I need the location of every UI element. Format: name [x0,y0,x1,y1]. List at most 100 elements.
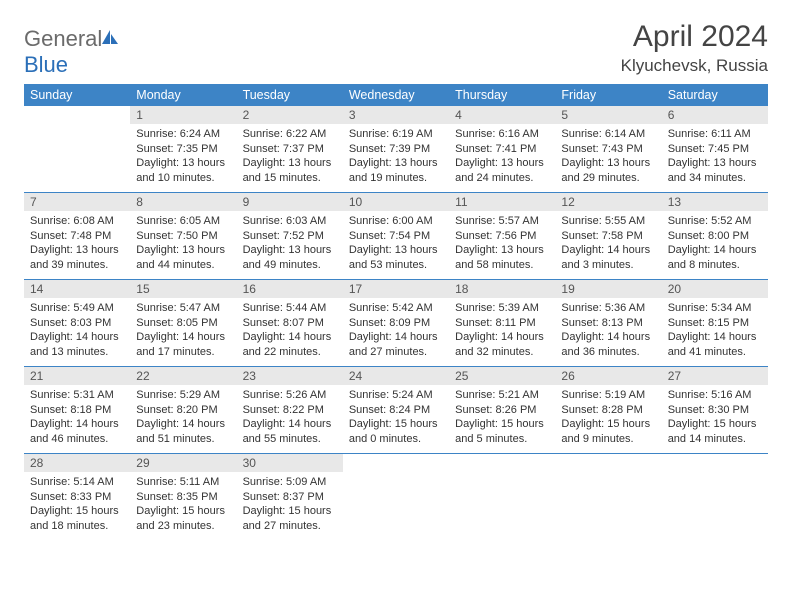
day-cell: 14Sunrise: 5:49 AMSunset: 8:03 PMDayligh… [24,280,130,367]
day-number: 21 [24,367,130,385]
day-details: Sunrise: 5:49 AMSunset: 8:03 PMDaylight:… [24,298,130,365]
week-row: 21Sunrise: 5:31 AMSunset: 8:18 PMDayligh… [24,367,768,454]
sunrise-line: Sunrise: 6:22 AM [243,127,337,142]
sunrise-line: Sunrise: 5:31 AM [30,388,124,403]
daylight-line: Daylight: 13 hours and 49 minutes. [243,243,337,272]
day-number [555,454,661,472]
day-cell [449,454,555,541]
sunrise-line: Sunrise: 5:55 AM [561,214,655,229]
sunset-line: Sunset: 8:33 PM [30,490,124,505]
day-cell: 16Sunrise: 5:44 AMSunset: 8:07 PMDayligh… [237,280,343,367]
sunset-line: Sunset: 8:13 PM [561,316,655,331]
sunset-line: Sunset: 8:28 PM [561,403,655,418]
day-details: Sunrise: 5:52 AMSunset: 8:00 PMDaylight:… [662,211,768,278]
logo-text: GeneralBlue [24,26,120,78]
day-details: Sunrise: 5:19 AMSunset: 8:28 PMDaylight:… [555,385,661,452]
sunrise-line: Sunrise: 6:03 AM [243,214,337,229]
week-row: 7Sunrise: 6:08 AMSunset: 7:48 PMDaylight… [24,193,768,280]
daylight-line: Daylight: 13 hours and 24 minutes. [455,156,549,185]
day-cell: 3Sunrise: 6:19 AMSunset: 7:39 PMDaylight… [343,106,449,193]
day-details: Sunrise: 6:19 AMSunset: 7:39 PMDaylight:… [343,124,449,191]
day-details: Sunrise: 5:21 AMSunset: 8:26 PMDaylight:… [449,385,555,452]
day-number: 25 [449,367,555,385]
day-number: 2 [237,106,343,124]
daylight-line: Daylight: 15 hours and 0 minutes. [349,417,443,446]
sunset-line: Sunset: 7:35 PM [136,142,230,157]
sunset-line: Sunset: 7:45 PM [668,142,762,157]
day-cell: 18Sunrise: 5:39 AMSunset: 8:11 PMDayligh… [449,280,555,367]
day-number [343,454,449,472]
day-cell: 1Sunrise: 6:24 AMSunset: 7:35 PMDaylight… [130,106,236,193]
sunrise-line: Sunrise: 6:05 AM [136,214,230,229]
day-number: 15 [130,280,236,298]
sunrise-line: Sunrise: 5:16 AM [668,388,762,403]
daylight-line: Daylight: 13 hours and 44 minutes. [136,243,230,272]
week-row: 28Sunrise: 5:14 AMSunset: 8:33 PMDayligh… [24,454,768,541]
daylight-line: Daylight: 14 hours and 51 minutes. [136,417,230,446]
day-details: Sunrise: 5:14 AMSunset: 8:33 PMDaylight:… [24,472,130,539]
sunset-line: Sunset: 8:26 PM [455,403,549,418]
day-details: Sunrise: 6:16 AMSunset: 7:41 PMDaylight:… [449,124,555,191]
daylight-line: Daylight: 14 hours and 3 minutes. [561,243,655,272]
daylight-line: Daylight: 13 hours and 39 minutes. [30,243,124,272]
daylight-line: Daylight: 15 hours and 14 minutes. [668,417,762,446]
weekday-header: Tuesday [237,84,343,106]
day-details: Sunrise: 6:11 AMSunset: 7:45 PMDaylight:… [662,124,768,191]
day-cell: 9Sunrise: 6:03 AMSunset: 7:52 PMDaylight… [237,193,343,280]
sunrise-line: Sunrise: 5:14 AM [30,475,124,490]
sunrise-line: Sunrise: 5:57 AM [455,214,549,229]
daylight-line: Daylight: 14 hours and 13 minutes. [30,330,124,359]
day-cell: 6Sunrise: 6:11 AMSunset: 7:45 PMDaylight… [662,106,768,193]
location: Klyuchevsk, Russia [621,56,768,76]
sunset-line: Sunset: 7:48 PM [30,229,124,244]
sunrise-line: Sunrise: 5:19 AM [561,388,655,403]
weekday-header-row: SundayMondayTuesdayWednesdayThursdayFrid… [24,84,768,106]
logo: GeneralBlue [24,26,120,78]
day-number [662,454,768,472]
day-cell: 30Sunrise: 5:09 AMSunset: 8:37 PMDayligh… [237,454,343,541]
day-cell: 4Sunrise: 6:16 AMSunset: 7:41 PMDaylight… [449,106,555,193]
sunset-line: Sunset: 8:15 PM [668,316,762,331]
day-details: Sunrise: 5:47 AMSunset: 8:05 PMDaylight:… [130,298,236,365]
day-number: 28 [24,454,130,472]
day-details: Sunrise: 6:05 AMSunset: 7:50 PMDaylight:… [130,211,236,278]
day-cell: 27Sunrise: 5:16 AMSunset: 8:30 PMDayligh… [662,367,768,454]
day-number: 14 [24,280,130,298]
sunrise-line: Sunrise: 6:24 AM [136,127,230,142]
day-cell [662,454,768,541]
day-details: Sunrise: 5:44 AMSunset: 8:07 PMDaylight:… [237,298,343,365]
daylight-line: Daylight: 13 hours and 34 minutes. [668,156,762,185]
day-details: Sunrise: 5:24 AMSunset: 8:24 PMDaylight:… [343,385,449,452]
day-number: 17 [343,280,449,298]
day-cell: 12Sunrise: 5:55 AMSunset: 7:58 PMDayligh… [555,193,661,280]
sunrise-line: Sunrise: 5:39 AM [455,301,549,316]
daylight-line: Daylight: 13 hours and 15 minutes. [243,156,337,185]
sunset-line: Sunset: 7:39 PM [349,142,443,157]
weekday-header: Saturday [662,84,768,106]
sunset-line: Sunset: 8:24 PM [349,403,443,418]
day-details: Sunrise: 5:29 AMSunset: 8:20 PMDaylight:… [130,385,236,452]
sunrise-line: Sunrise: 5:26 AM [243,388,337,403]
week-row: 1Sunrise: 6:24 AMSunset: 7:35 PMDaylight… [24,106,768,193]
day-number: 9 [237,193,343,211]
day-cell: 19Sunrise: 5:36 AMSunset: 8:13 PMDayligh… [555,280,661,367]
daylight-line: Daylight: 15 hours and 23 minutes. [136,504,230,533]
sunrise-line: Sunrise: 5:24 AM [349,388,443,403]
sunrise-line: Sunrise: 6:16 AM [455,127,549,142]
daylight-line: Daylight: 13 hours and 29 minutes. [561,156,655,185]
sunset-line: Sunset: 8:03 PM [30,316,124,331]
day-number: 8 [130,193,236,211]
daylight-line: Daylight: 13 hours and 10 minutes. [136,156,230,185]
sunset-line: Sunset: 8:37 PM [243,490,337,505]
daylight-line: Daylight: 14 hours and 22 minutes. [243,330,337,359]
day-details: Sunrise: 6:03 AMSunset: 7:52 PMDaylight:… [237,211,343,278]
daylight-line: Daylight: 14 hours and 32 minutes. [455,330,549,359]
sunrise-line: Sunrise: 5:49 AM [30,301,124,316]
day-number: 3 [343,106,449,124]
sunset-line: Sunset: 7:52 PM [243,229,337,244]
day-number: 11 [449,193,555,211]
day-number: 19 [555,280,661,298]
header: GeneralBlue April 2024 Klyuchevsk, Russi… [24,20,768,78]
day-number: 13 [662,193,768,211]
day-cell: 23Sunrise: 5:26 AMSunset: 8:22 PMDayligh… [237,367,343,454]
